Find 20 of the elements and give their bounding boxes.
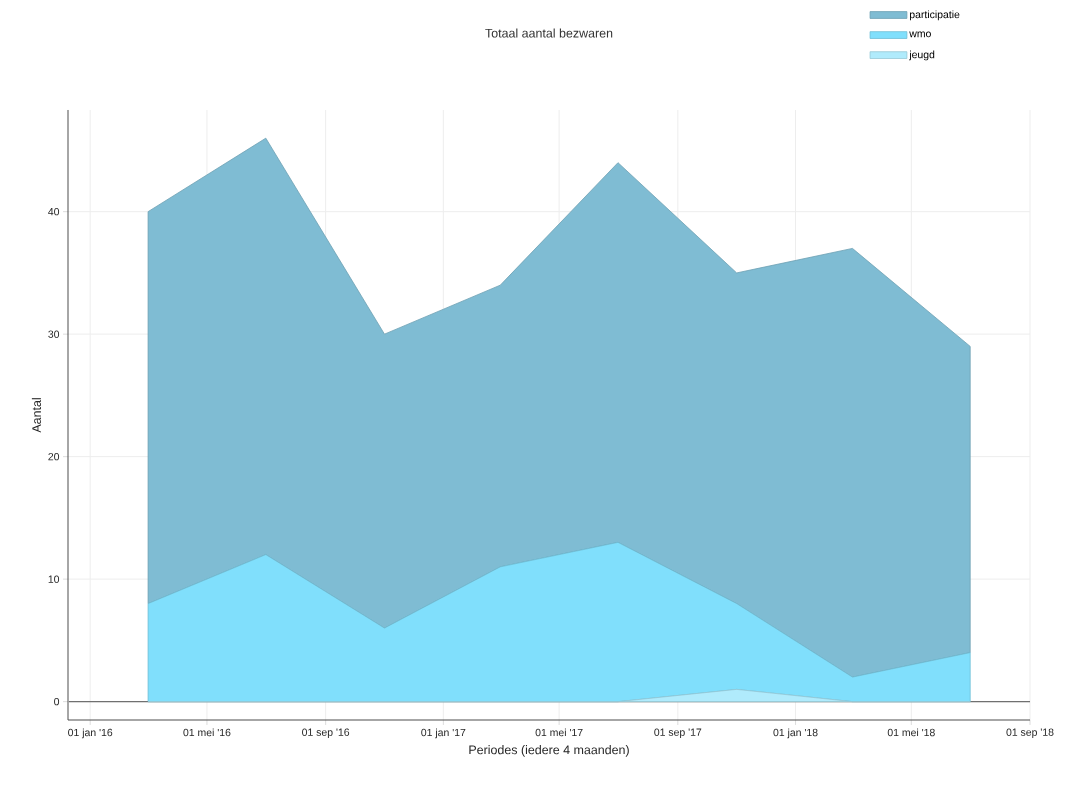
- x-tick-label: 01 mei '17: [535, 728, 583, 737]
- legend-label: jeugd: [909, 50, 935, 61]
- chart-title: Totaal aantal bezwaren: [485, 28, 613, 38]
- y-tick-label: 40: [48, 207, 60, 216]
- x-axis-title: Periodes (iedere 4 maanden): [469, 745, 629, 757]
- x-tick-label: 01 jan '17: [421, 728, 466, 739]
- legend-label: participatie: [909, 10, 960, 21]
- y-tick-label: 20: [48, 452, 60, 461]
- y-tick-label: 0: [54, 697, 60, 706]
- x-tick-label: 01 jan '18: [773, 728, 818, 739]
- x-tick-label: 01 sep '16: [302, 728, 350, 738]
- y-axis-title: Aantal: [31, 398, 42, 433]
- x-tick-label: 01 sep '17: [654, 728, 702, 738]
- x-tick-label: 01 jan '16: [68, 728, 113, 739]
- x-tick-label: 01 sep '18: [1006, 728, 1054, 738]
- y-tick-label: 30: [48, 330, 60, 338]
- x-tick-label: 01 mei '16: [183, 728, 231, 737]
- y-tick-label: 10: [48, 575, 60, 583]
- x-tick-label: 01 mei '18: [887, 728, 935, 737]
- legend-label: wmo: [909, 31, 931, 38]
